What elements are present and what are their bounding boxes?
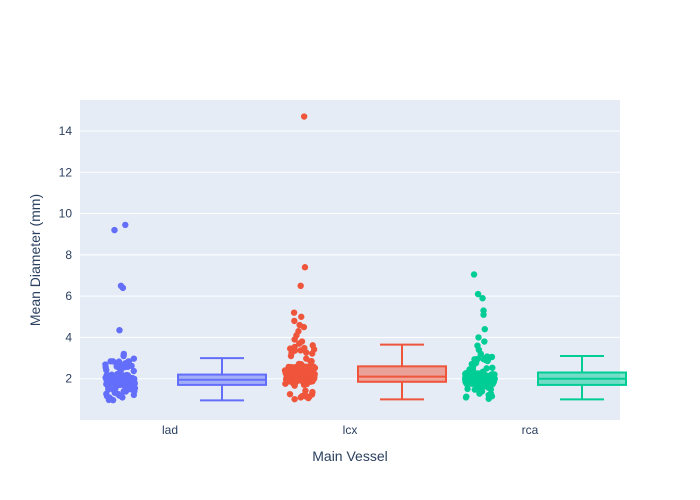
y-tick-label: 6 [65, 289, 72, 303]
y-axis-title: Mean Diameter (mm) [27, 194, 43, 326]
outlier-point [474, 290, 482, 298]
outlier-point [480, 307, 487, 314]
outlier-point [120, 350, 128, 358]
data-point [487, 390, 495, 398]
data-point [124, 372, 132, 379]
data-point [130, 355, 138, 362]
gridlines [80, 130, 620, 380]
data-point [301, 391, 309, 398]
x-tick-label: lad [162, 423, 178, 437]
y-tick-label: 8 [65, 248, 72, 262]
data-point [482, 355, 490, 363]
data-point [125, 358, 132, 365]
outlier-point [296, 321, 303, 329]
x-tick-labels: lad lcx rca [162, 423, 539, 437]
data-point [307, 358, 314, 365]
data-point [120, 364, 128, 371]
data-point [309, 388, 316, 396]
data-point [126, 386, 134, 393]
data-point [291, 395, 298, 403]
outlier-point [122, 221, 129, 229]
data-point [115, 379, 122, 386]
outlier-point [479, 294, 486, 302]
outlier-point [116, 326, 123, 334]
data-point [309, 350, 316, 357]
data-point [485, 384, 492, 391]
series-lad [102, 221, 267, 404]
data-point [310, 363, 317, 371]
data-point [305, 363, 313, 371]
outlier-point [481, 338, 488, 345]
data-point [295, 368, 302, 375]
data-point [489, 364, 496, 371]
data-point [103, 392, 111, 400]
series-rca [461, 271, 627, 402]
data-point [117, 392, 124, 400]
data-point [284, 375, 291, 383]
series-group [102, 113, 627, 404]
data-point [300, 364, 308, 371]
data-point [476, 390, 483, 397]
data-point [462, 394, 470, 401]
data-point [103, 366, 110, 374]
data-point [117, 371, 124, 379]
data-point [310, 375, 318, 382]
data-point [488, 371, 496, 378]
data-point [464, 385, 471, 393]
data-point [481, 374, 489, 382]
data-point [291, 343, 298, 351]
data-point [483, 365, 490, 372]
data-point [107, 358, 114, 365]
data-point [109, 396, 117, 404]
x-axis-title: Main Vessel [312, 448, 387, 464]
outlier-point [474, 342, 481, 349]
y-tick-label: 4 [65, 330, 72, 344]
y-tick-label: 12 [59, 165, 73, 179]
data-point [130, 391, 138, 399]
y-tick-label: 10 [59, 207, 73, 221]
series-lcx [281, 113, 447, 403]
data-point [102, 361, 109, 368]
data-point [130, 367, 137, 375]
box-iqr [357, 365, 447, 383]
outlier-point [111, 226, 118, 234]
data-point [293, 375, 301, 383]
outlier-point [475, 334, 482, 341]
outlier-point [297, 282, 304, 290]
y-tick-labels: 2 4 6 8 10 12 14 [59, 124, 73, 386]
outlier-point [300, 113, 308, 120]
data-point [110, 373, 118, 381]
x-tick-label: rca [522, 423, 539, 437]
data-point [474, 375, 481, 382]
outlier-point [470, 271, 478, 278]
outlier-point [117, 282, 125, 290]
outlier-point [481, 325, 488, 333]
outlier-point [291, 317, 298, 325]
data-point [301, 344, 308, 352]
data-point [466, 369, 474, 376]
data-point [111, 389, 118, 396]
y-tick-label: 14 [59, 124, 73, 138]
x-tick-label: lcx [343, 423, 358, 437]
plot-background [80, 100, 620, 420]
data-point [287, 352, 295, 360]
data-point [306, 377, 313, 384]
y-tick-label: 2 [65, 372, 72, 386]
data-point [463, 376, 471, 383]
data-point [283, 368, 291, 375]
outlier-point [298, 338, 306, 345]
outlier-point [290, 309, 298, 316]
outlier-point [298, 313, 305, 320]
outlier-point [301, 264, 309, 271]
data-point [104, 374, 112, 381]
data-point [474, 355, 482, 362]
data-point [113, 363, 120, 370]
outlier-point [295, 328, 302, 335]
data-point [286, 390, 294, 398]
data-point [475, 380, 482, 387]
